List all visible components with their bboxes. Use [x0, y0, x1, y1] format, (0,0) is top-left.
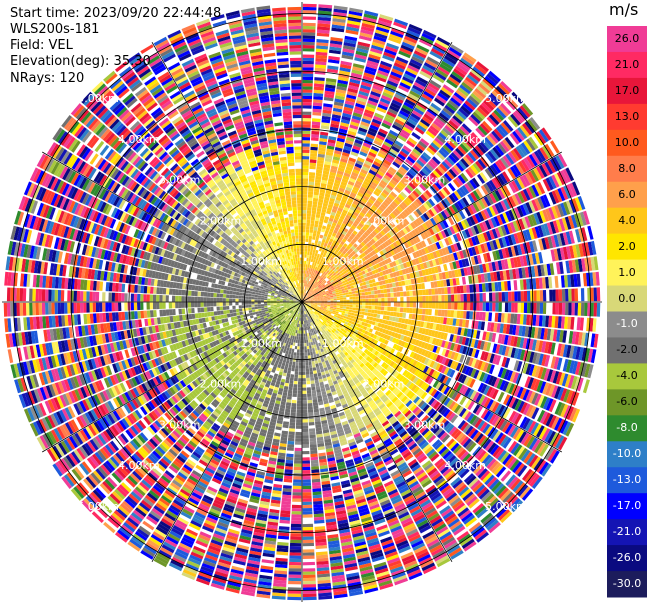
colorbar-tick-label: 10.0	[614, 135, 640, 149]
ring-label-5: 5.00km	[77, 92, 119, 105]
radar-gates	[3, 3, 601, 601]
colorbar-tick-label: -21.0	[612, 525, 642, 539]
colorbar-swatch	[607, 103, 647, 131]
ring-label-4: 4.00km	[444, 459, 486, 472]
colorbar-tick-label: 2.0	[618, 239, 636, 253]
colorbar-swatch	[607, 311, 647, 338]
ring-label-4: 4.00km	[444, 133, 486, 146]
colorbar-tick-label: 4.0	[618, 213, 636, 227]
azimuth-lines	[2, 2, 602, 602]
colorbar-swatch	[607, 207, 647, 235]
ring-label-1: 1.00km	[240, 255, 282, 268]
colorbar-swatch	[607, 155, 647, 183]
azimuth-line-60	[301, 151, 563, 303]
colorbar-swatch	[607, 519, 647, 546]
ring-label-2: 2.00km	[200, 378, 242, 391]
start-time-label: Start time: 2023/09/20 22:44:48	[10, 6, 222, 21]
colorbar-tick-label: 26.0	[614, 31, 640, 45]
colorbar-tick-label: 0.0	[618, 291, 636, 305]
ring-label-4: 4.00km	[118, 133, 160, 146]
colorbar	[607, 26, 647, 598]
colorbar-tick-label: -6.0	[616, 395, 638, 409]
ring-label-2: 2.00km	[200, 214, 242, 227]
colorbar-swatch	[607, 441, 647, 468]
colorbar-swatch	[607, 467, 647, 494]
ring-label-3: 3.00km	[159, 418, 201, 431]
azimuth-line-330	[151, 41, 303, 303]
azimuth-line-300	[41, 151, 303, 303]
colorbar-tick-label: -4.0	[616, 369, 638, 383]
azimuth-line-150	[301, 301, 453, 563]
colorbar-swatch	[607, 259, 647, 287]
ring-label-5: 5.00km	[485, 500, 527, 513]
ring-label-3: 3.00km	[404, 418, 446, 431]
colorbar-tick-label: -26.0	[612, 551, 642, 565]
colorbar-swatch	[607, 571, 647, 598]
ring-label-1: 1.00km	[322, 337, 364, 350]
colorbar-tick-label: -13.0	[612, 473, 642, 487]
colorbar-tick-label: 1.0	[618, 265, 636, 279]
colorbar-tick-label: -1.0	[616, 317, 638, 331]
colorbar-tick-label: 6.0	[618, 187, 636, 201]
colorbar-tick-label: -30.0	[612, 577, 642, 591]
azimuth-line-30	[301, 41, 453, 303]
colorbar-unit: m/s	[609, 0, 639, 19]
colorbar-swatch	[607, 363, 647, 390]
ring-labels: 1.00km 1.00km 1.00km 1.00km 2.00km 2.00km 2.00…	[77, 92, 527, 513]
colorbar-swatch	[607, 415, 647, 442]
ring-label-2: 2.00km	[363, 214, 405, 227]
colorbar-swatch	[607, 26, 647, 53]
colorbar-swatch	[607, 389, 647, 416]
colorbar-swatch	[607, 545, 647, 572]
colorbar-tick-label: 21.0	[614, 57, 640, 71]
elevation-label: Elevation(deg): 35.30	[10, 54, 151, 69]
azimuth-line-210	[151, 301, 303, 563]
colorbar-swatch	[607, 77, 647, 105]
ring-label-5: 5.00km	[485, 92, 527, 105]
colorbar-swatch	[607, 233, 647, 261]
nrays-label: NRays: 120	[10, 71, 85, 86]
ring-label-1: 1.00km	[240, 337, 282, 350]
colorbar-tick-label: 8.0	[618, 161, 636, 175]
azimuth-line-240	[41, 301, 303, 453]
colorbar-tick-label: -2.0	[616, 343, 638, 357]
colorbar-swatch	[607, 129, 647, 157]
colorbar-swatch	[607, 285, 647, 312]
colorbar-tick-label: 17.0	[614, 83, 640, 97]
instrument-label: WLS200s-181	[10, 22, 100, 37]
colorbar-swatch	[607, 51, 647, 79]
colorbar-tick-label: -10.0	[612, 447, 642, 461]
colorbar-tick-label: -8.0	[616, 421, 638, 435]
ring-label-3: 3.00km	[159, 174, 201, 187]
ring-label-1: 1.00km	[322, 255, 364, 268]
colorbar-swatch	[607, 181, 647, 209]
colorbar-tick-label: -17.0	[612, 499, 642, 513]
field-label: Field: VEL	[10, 38, 73, 53]
azimuth-line-120	[301, 301, 563, 453]
ring-label-4: 4.00km	[118, 459, 160, 472]
ring-label-3: 3.00km	[404, 174, 446, 187]
colorbar-tick-label: 13.0	[614, 109, 640, 123]
colorbar-swatch	[607, 493, 647, 520]
colorbar-swatch	[607, 337, 647, 364]
ring-label-5: 5.00km	[77, 500, 119, 513]
ring-label-2: 2.00km	[363, 378, 405, 391]
